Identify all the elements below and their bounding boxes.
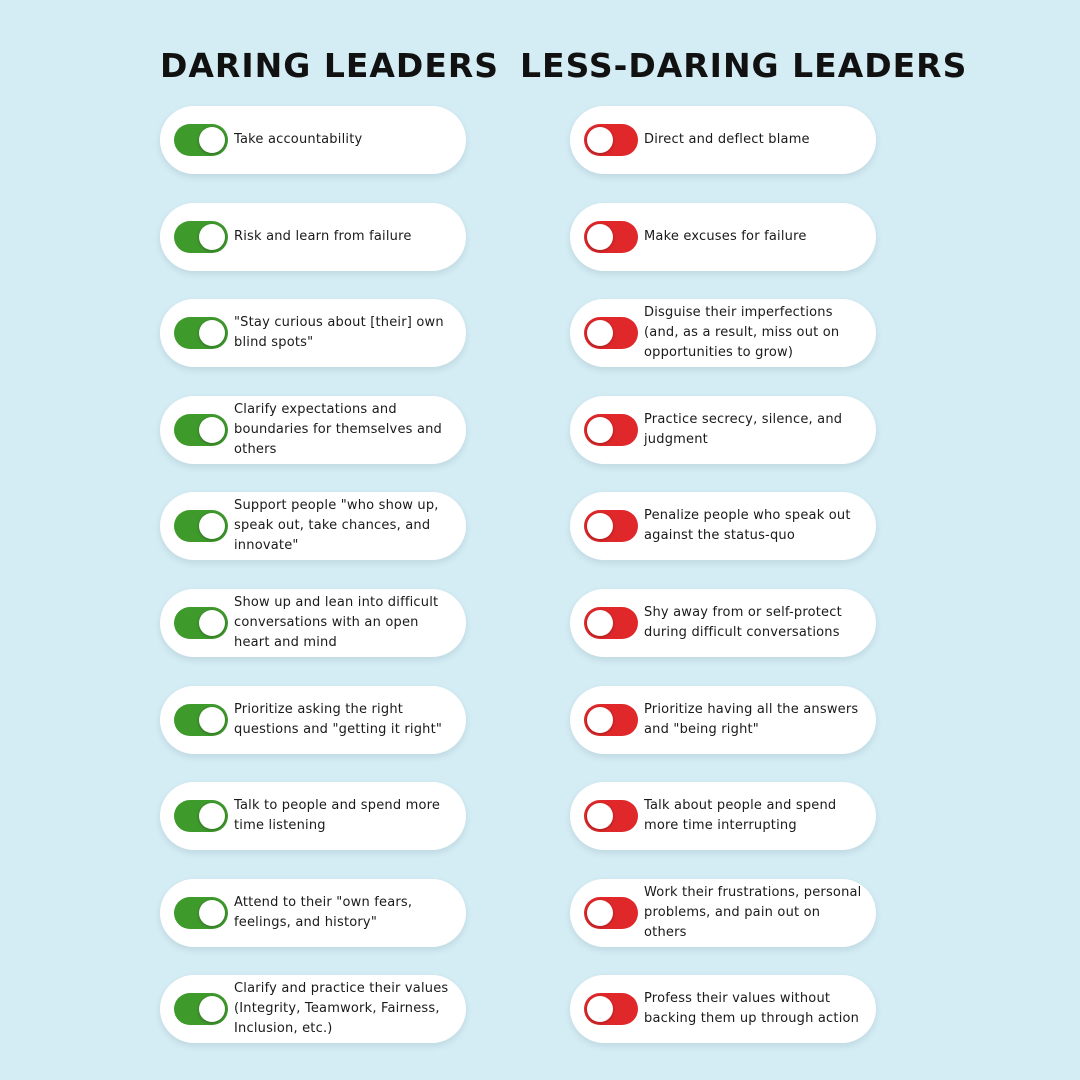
toggle-off-icon[interactable]: [584, 221, 638, 253]
daring-item-7: Prioritize asking the right questions an…: [160, 686, 466, 754]
toggle-off-icon[interactable]: [584, 607, 638, 639]
toggle-on-icon[interactable]: [174, 124, 228, 156]
daring-item-10: Clarify and practice their values (Integ…: [160, 975, 466, 1043]
less-daring-leaders-heading: LESS-DARING LEADERS: [520, 46, 968, 85]
toggle-off-icon[interactable]: [584, 800, 638, 832]
less-daring-item-10: Profess their values without backing the…: [570, 975, 876, 1043]
toggle-on-icon[interactable]: [174, 897, 228, 929]
toggle-knob: [587, 996, 613, 1022]
daring-item-8: Talk to people and spend more time liste…: [160, 782, 466, 850]
toggle-on-icon[interactable]: [174, 800, 228, 832]
toggle-knob: [199, 996, 225, 1022]
toggle-on-icon[interactable]: [174, 607, 228, 639]
toggle-knob: [587, 513, 613, 539]
item-label: Talk about people and spend more time in…: [644, 798, 837, 833]
daring-item-4: Clarify expectations and boundaries for …: [160, 396, 466, 464]
toggle-knob: [199, 803, 225, 829]
toggle-off-icon[interactable]: [584, 510, 638, 542]
less-daring-item-3: Disguise their imperfections (and, as a …: [570, 299, 876, 367]
toggle-knob: [587, 417, 613, 443]
less-daring-item-6: Shy away from or self-protect during dif…: [570, 589, 876, 657]
toggle-knob: [199, 320, 225, 346]
toggle-off-icon[interactable]: [584, 897, 638, 929]
item-label: Disguise their imperfections (and, as a …: [644, 305, 840, 360]
daring-item-2: Risk and learn from failure: [160, 203, 466, 271]
toggle-off-icon[interactable]: [584, 124, 638, 156]
toggle-knob: [199, 610, 225, 636]
item-label: Direct and deflect blame: [644, 132, 810, 147]
toggle-knob: [587, 803, 613, 829]
toggle-knob: [199, 127, 225, 153]
toggle-knob: [587, 610, 613, 636]
item-label: Prioritize asking the right questions an…: [234, 702, 443, 737]
less-daring-item-1: Direct and deflect blame: [570, 106, 876, 174]
toggle-on-icon[interactable]: [174, 317, 228, 349]
less-daring-item-8: Talk about people and spend more time in…: [570, 782, 876, 850]
item-label: Penalize people who speak out against th…: [644, 508, 851, 543]
toggle-on-icon[interactable]: [174, 993, 228, 1025]
item-label: Talk to people and spend more time liste…: [234, 798, 441, 833]
item-label: Make excuses for failure: [644, 229, 807, 244]
toggle-on-icon[interactable]: [174, 510, 228, 542]
item-label: Work their frustrations, personal proble…: [644, 885, 862, 940]
item-label: Shy away from or self-protect during dif…: [644, 605, 842, 640]
toggle-knob: [587, 707, 613, 733]
toggle-on-icon[interactable]: [174, 414, 228, 446]
daring-item-9: Attend to their "own fears, feelings, an…: [160, 879, 466, 947]
item-label: Practice secrecy, silence, and judgment: [644, 412, 843, 447]
daring-item-6: Show up and lean into difficult conversa…: [160, 589, 466, 657]
toggle-knob: [199, 224, 225, 250]
item-label: Prioritize having all the answers and "b…: [644, 702, 859, 737]
less-daring-item-5: Penalize people who speak out against th…: [570, 492, 876, 560]
less-daring-item-4: Practice secrecy, silence, and judgment: [570, 396, 876, 464]
toggle-off-icon[interactable]: [584, 414, 638, 446]
item-label: Risk and learn from failure: [234, 229, 412, 244]
daring-item-3: "Stay curious about [their] own blind sp…: [160, 299, 466, 367]
item-label: Attend to their "own fears, feelings, an…: [234, 895, 413, 930]
toggle-knob: [587, 320, 613, 346]
toggle-knob: [587, 127, 613, 153]
less-daring-item-2: Make excuses for failure: [570, 203, 876, 271]
toggle-off-icon[interactable]: [584, 704, 638, 736]
toggle-knob: [199, 707, 225, 733]
toggle-knob: [199, 513, 225, 539]
less-daring-item-9: Work their frustrations, personal proble…: [570, 879, 876, 947]
toggle-off-icon[interactable]: [584, 317, 638, 349]
daring-leaders-heading: DARING LEADERS: [160, 46, 500, 85]
less-daring-item-7: Prioritize having all the answers and "b…: [570, 686, 876, 754]
item-label: Profess their values without backing the…: [644, 991, 860, 1026]
item-label: "Stay curious about [their] own blind sp…: [234, 315, 444, 350]
toggle-knob: [199, 900, 225, 926]
item-label: Show up and lean into difficult conversa…: [234, 595, 439, 650]
daring-item-1: Take accountability: [160, 106, 466, 174]
toggle-knob: [199, 417, 225, 443]
item-label: Clarify and practice their values (Integ…: [234, 981, 449, 1036]
item-label: Clarify expectations and boundaries for …: [234, 402, 443, 457]
toggle-knob: [587, 900, 613, 926]
item-label: Support people "who show up, speak out, …: [234, 498, 439, 553]
toggle-on-icon[interactable]: [174, 704, 228, 736]
toggle-on-icon[interactable]: [174, 221, 228, 253]
toggle-knob: [587, 224, 613, 250]
toggle-off-icon[interactable]: [584, 993, 638, 1025]
item-label: Take accountability: [234, 132, 363, 147]
daring-item-5: Support people "who show up, speak out, …: [160, 492, 466, 560]
